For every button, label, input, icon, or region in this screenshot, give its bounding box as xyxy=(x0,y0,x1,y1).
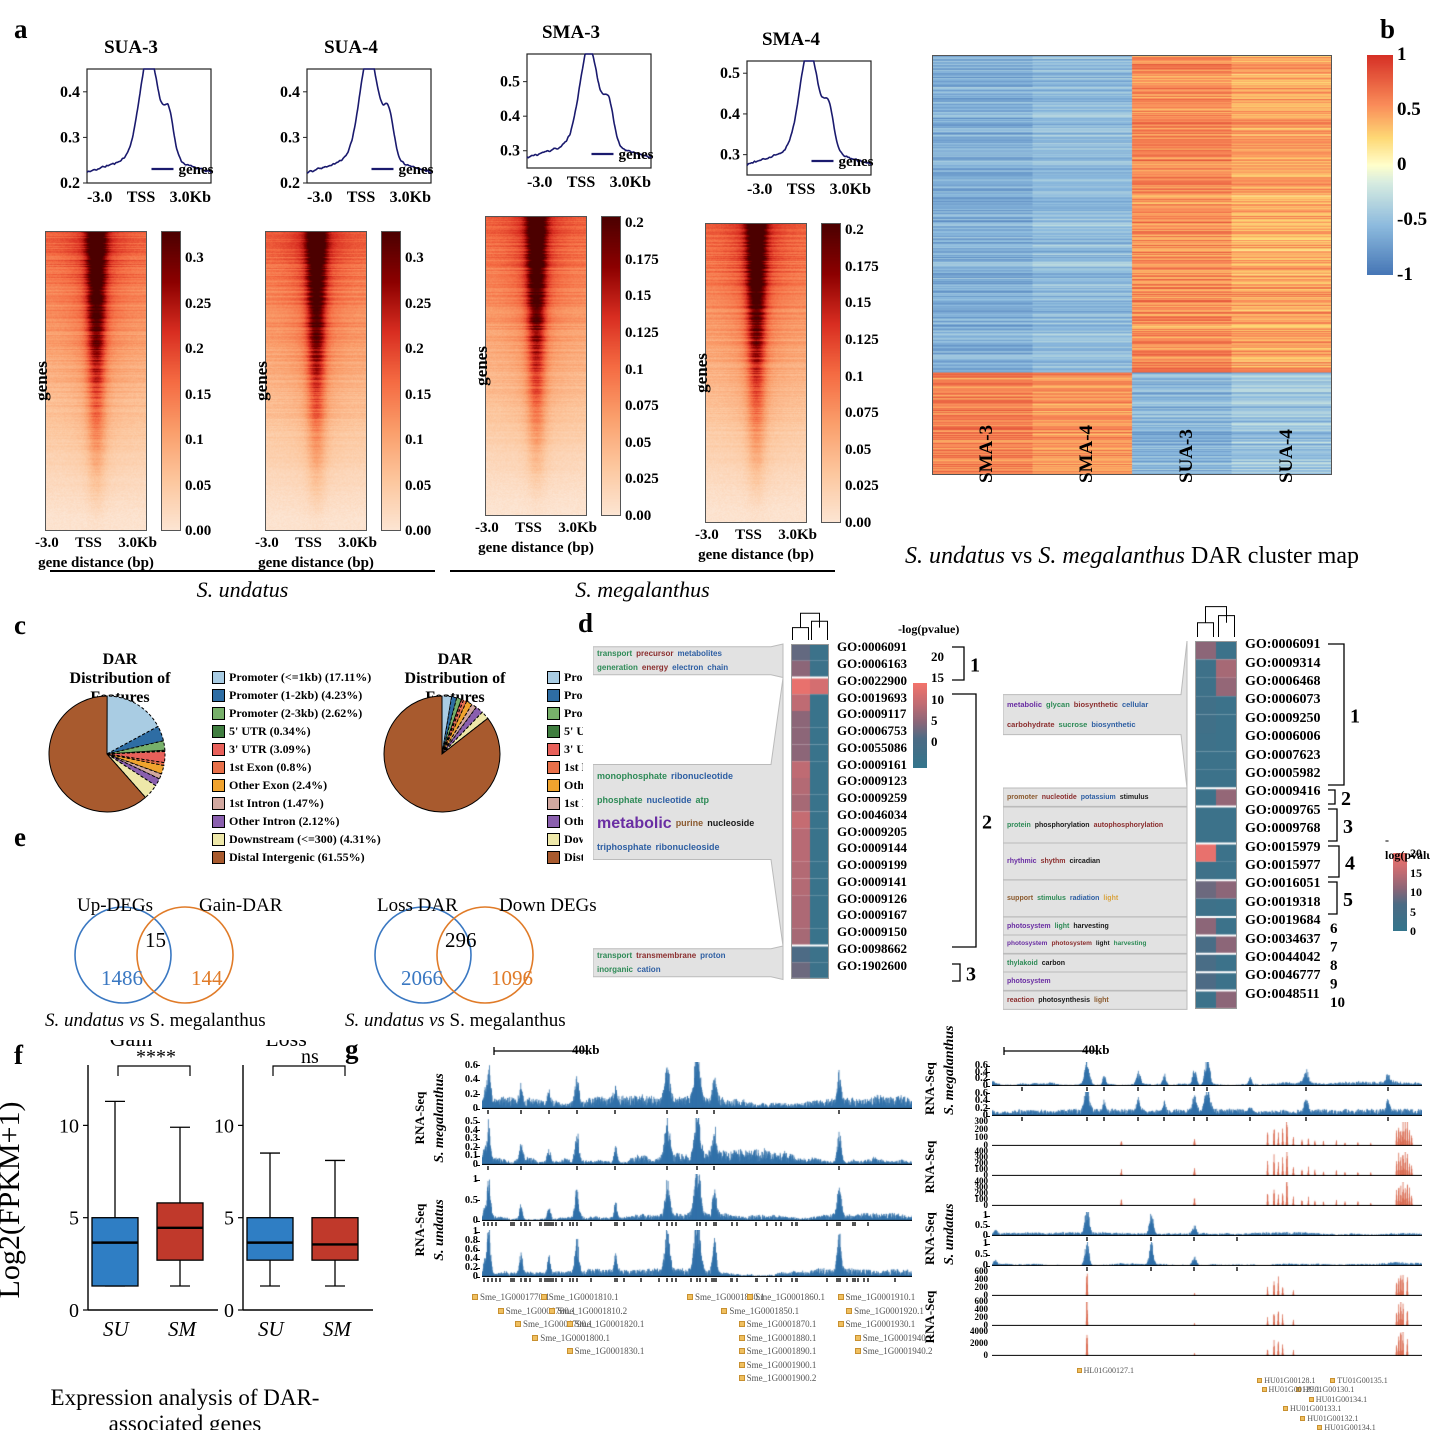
svg-text:7: 7 xyxy=(1330,940,1338,956)
svg-text:2: 2 xyxy=(1341,788,1351,810)
svg-text:4: 4 xyxy=(1345,853,1355,875)
svg-text:genes: genes xyxy=(838,154,873,170)
svg-text:Up-DEGs: Up-DEGs xyxy=(77,895,153,916)
svg-text:0.3: 0.3 xyxy=(720,147,740,164)
svg-text:9: 9 xyxy=(1330,976,1338,992)
svg-text:0.3: 0.3 xyxy=(280,129,300,146)
svg-text:0.2: 0.2 xyxy=(280,175,300,192)
svg-text:3: 3 xyxy=(966,964,976,986)
svg-text:genes: genes xyxy=(618,147,653,163)
svg-text:1: 1 xyxy=(1350,706,1360,728)
svg-text:1096: 1096 xyxy=(491,966,533,990)
svg-text:SU: SU xyxy=(103,1317,131,1340)
svg-text:3: 3 xyxy=(1343,816,1353,838)
svg-text:SU: SU xyxy=(258,1317,286,1340)
svg-text:2: 2 xyxy=(982,812,992,834)
svg-text:5: 5 xyxy=(1343,889,1353,911)
svg-text:Gain-DAR: Gain-DAR xyxy=(199,895,283,916)
svg-text:0.5: 0.5 xyxy=(500,74,520,91)
svg-text:10: 10 xyxy=(59,1115,79,1137)
svg-text:0.2: 0.2 xyxy=(60,175,80,192)
svg-text:296: 296 xyxy=(445,928,477,952)
svg-text:0.3: 0.3 xyxy=(60,129,80,146)
svg-text:genes: genes xyxy=(178,162,213,178)
svg-text:0.3: 0.3 xyxy=(500,143,520,160)
svg-text:0.4: 0.4 xyxy=(280,84,300,101)
svg-text:144: 144 xyxy=(191,966,223,990)
svg-text:Loss DAR: Loss DAR xyxy=(377,895,458,916)
svg-text:0.4: 0.4 xyxy=(500,108,520,125)
svg-text:5: 5 xyxy=(69,1208,79,1230)
svg-text:1486: 1486 xyxy=(101,966,143,990)
svg-text:genes: genes xyxy=(398,162,433,178)
svg-text:****: **** xyxy=(136,1046,176,1068)
svg-text:0.5: 0.5 xyxy=(720,65,740,82)
svg-text:ns: ns xyxy=(301,1046,319,1068)
svg-text:8: 8 xyxy=(1330,958,1338,974)
svg-text:6: 6 xyxy=(1330,921,1338,937)
svg-text:2066: 2066 xyxy=(401,966,443,990)
svg-text:0: 0 xyxy=(69,1300,79,1322)
svg-text:5: 5 xyxy=(224,1208,234,1230)
svg-text:SM: SM xyxy=(168,1317,198,1340)
svg-text:Down DEGs: Down DEGs xyxy=(499,895,597,916)
svg-text:10: 10 xyxy=(214,1115,234,1137)
svg-text:SM: SM xyxy=(323,1317,353,1340)
svg-text:1: 1 xyxy=(970,655,980,677)
svg-text:0.4: 0.4 xyxy=(60,84,80,101)
svg-text:0: 0 xyxy=(224,1300,234,1322)
svg-text:10: 10 xyxy=(1330,995,1345,1011)
svg-text:15: 15 xyxy=(145,928,166,952)
svg-text:0.4: 0.4 xyxy=(720,106,740,123)
